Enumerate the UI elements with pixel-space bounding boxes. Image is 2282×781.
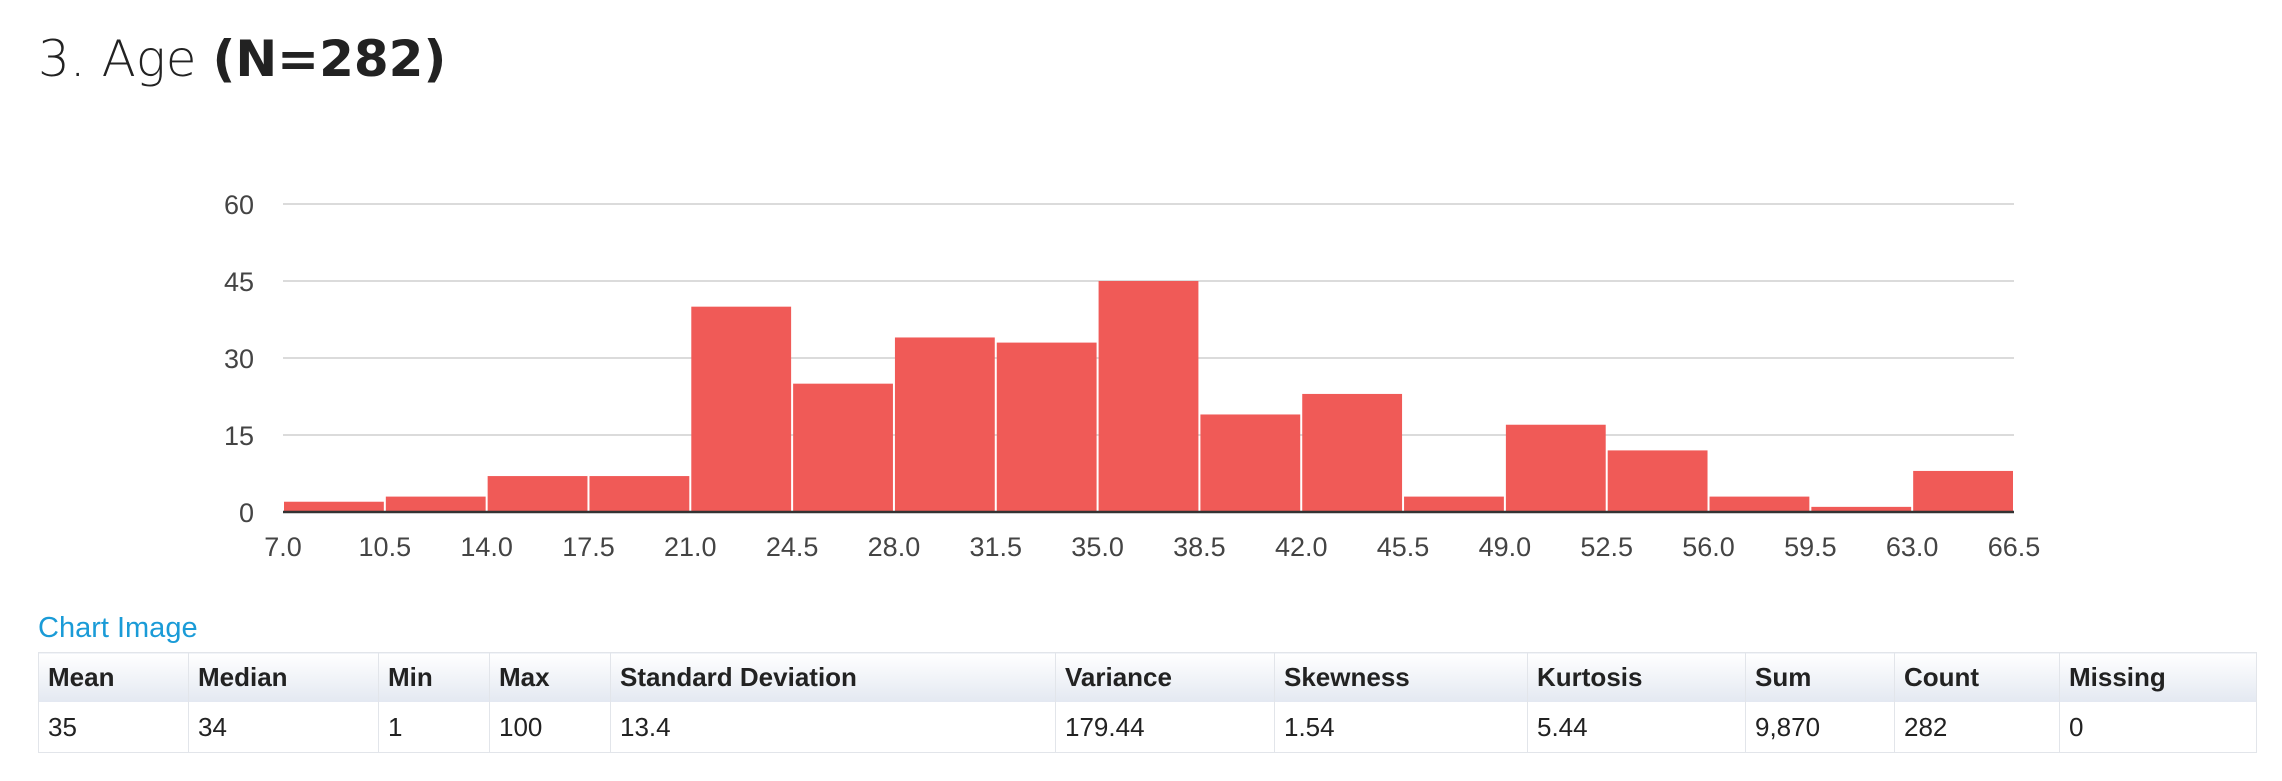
histogram-chart: 0 15 30 45 60 7.0 10.5 14.0 17.5 21.0 24.5 28.0 31.5… [224,190,2041,562]
y-tick-label: 15 [224,421,254,451]
value-kurtosis: 5.44 [1527,702,1746,753]
x-tick-label: 7.0 [264,532,302,562]
x-tick-label: 66.5 [1988,532,2041,562]
header-max: Max [489,652,611,702]
histogram-bar [1505,424,1606,512]
header-variance: Variance [1055,652,1275,702]
histogram-bar [1913,470,2013,512]
histogram-bar [691,306,792,512]
histogram-bar [1200,414,1301,512]
header-count: Count [1894,652,2060,702]
stats-value-row: 35 34 1 100 13.4 179.44 1.54 5.44 9,870 … [38,702,2257,753]
x-tick-label: 38.5 [1173,532,1226,562]
value-min: 1 [378,702,490,753]
x-tick-label: 45.5 [1377,532,1430,562]
histogram-bar [793,383,893,512]
y-tick-label: 0 [239,498,254,528]
x-tick-label: 31.5 [969,532,1022,562]
title-count: (N=282) [212,30,447,88]
y-tick-label: 30 [224,344,254,374]
x-tick-label: 17.5 [562,532,615,562]
value-median: 34 [188,702,379,753]
header-kurtosis: Kurtosis [1527,652,1746,702]
header-skewness: Skewness [1274,652,1528,702]
x-tick-label: 24.5 [766,532,819,562]
value-variance: 179.44 [1055,702,1275,753]
histogram-bar [284,501,384,512]
x-tick-label: 35.0 [1071,532,1124,562]
value-standard-deviation: 13.4 [610,702,1056,753]
histogram-bar [1404,496,1504,512]
x-tick-label: 21.0 [664,532,717,562]
title-prefix: 3. Age [38,30,197,88]
stats-header-row: Mean Median Min Max Standard Deviation V… [38,652,2257,702]
histogram-bar [1709,496,1810,512]
page-title: 3. Age (N=282) [38,26,446,92]
x-tick-label: 28.0 [868,532,921,562]
header-standard-deviation: Standard Deviation [610,652,1056,702]
x-tick-label: 63.0 [1886,532,1939,562]
histogram-bar [1302,393,1403,512]
value-missing: 0 [2059,702,2257,753]
x-tick-label: 10.5 [359,532,412,562]
y-tick-label: 60 [224,190,254,220]
x-tick-label: 59.5 [1784,532,1837,562]
value-skewness: 1.54 [1274,702,1528,753]
histogram-bar [487,476,588,512]
y-tick-label: 45 [224,267,254,297]
header-min: Min [378,652,490,702]
x-tick-label: 52.5 [1580,532,1633,562]
value-max: 100 [489,702,611,753]
histogram-bar [1098,281,1199,512]
histogram-bar [996,342,1097,512]
value-sum: 9,870 [1745,702,1895,753]
header-mean: Mean [38,652,189,702]
histogram-bar [894,337,995,512]
x-tick-label: 49.0 [1479,532,1532,562]
header-median: Median [188,652,379,702]
x-tick-label: 56.0 [1682,532,1735,562]
histogram-bar [1811,506,1912,512]
x-tick-label: 14.0 [460,532,513,562]
header-sum: Sum [1745,652,1895,702]
stats-table: Mean Median Min Max Standard Deviation V… [38,652,2257,753]
x-tick-label: 42.0 [1275,532,1328,562]
value-count: 282 [1894,702,2060,753]
histogram-bar [1607,450,1708,512]
histogram-bar [589,476,690,512]
chart-image-link[interactable]: Chart Image [38,612,198,644]
histogram-bar [385,496,486,512]
value-mean: 35 [38,702,189,753]
header-missing: Missing [2059,652,2257,702]
